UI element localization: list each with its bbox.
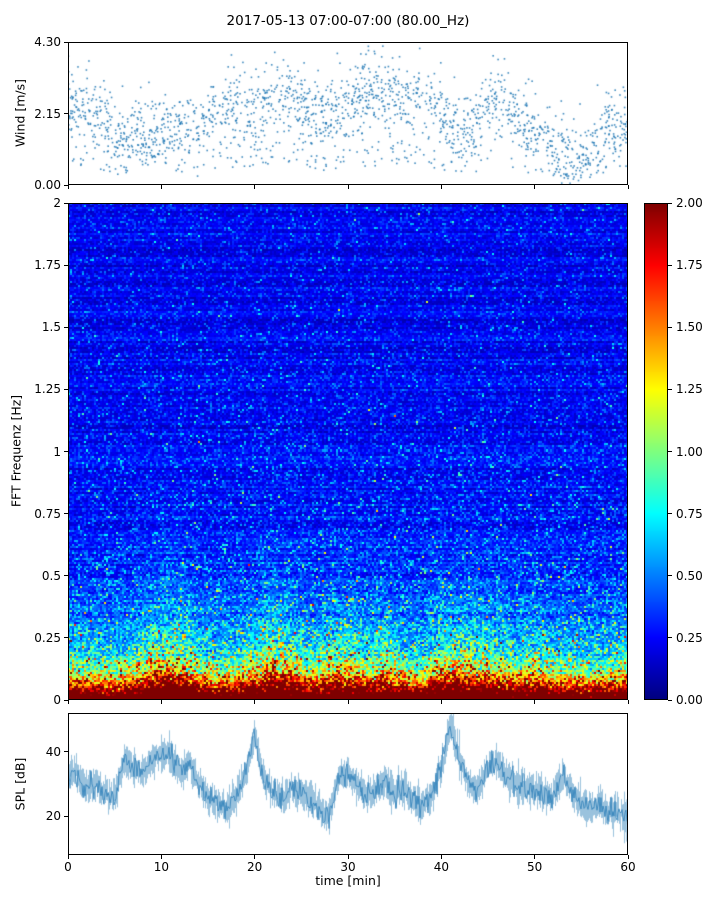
spectrogram-ytick-label: 1.25	[34, 382, 61, 397]
colorbar-tick-mark	[668, 699, 672, 701]
spectrogram-xtick-mark	[160, 700, 162, 704]
wind-xtick-mark	[347, 185, 349, 189]
colorbar-tick-label: 0.75	[676, 506, 703, 521]
colorbar-tick-label: 0.50	[676, 568, 703, 583]
spectrogram-ytick-label: 0.25	[34, 630, 61, 645]
wind-ytick-label: 0.00	[34, 178, 61, 192]
x-tick-label: 60	[620, 860, 636, 874]
spl-ytick-label: 20	[45, 809, 61, 824]
spectrogram-canvas	[68, 203, 628, 700]
spl-xtick-mark	[440, 855, 442, 859]
spl-xtick-mark	[347, 855, 349, 859]
spectrogram-ytick-mark	[64, 575, 68, 577]
spectrogram-ytick-mark	[64, 388, 68, 390]
wind-ytick-mark	[64, 184, 68, 186]
wind-ytick-label: 4.30	[34, 35, 61, 49]
spectrogram-ytick-mark	[64, 202, 68, 204]
colorbar-canvas	[644, 203, 668, 700]
x-axis-label: time [min]	[315, 873, 381, 888]
colorbar-tick-mark	[668, 575, 672, 577]
wind-xtick-mark	[440, 185, 442, 189]
colorbar-tick-label: 0.00	[676, 693, 703, 707]
spl-ylabel: SPL [dB]	[12, 757, 28, 811]
colorbar-tick-label: 2.00	[676, 196, 703, 210]
wind-ytick-label: 2.15	[34, 106, 61, 121]
x-tick-label: 10	[153, 860, 169, 874]
spectrogram-ytick-mark	[64, 513, 68, 515]
spl-xtick-mark	[67, 855, 69, 859]
spectrogram-xtick-mark	[67, 700, 69, 704]
spl-ytick-label: 40	[45, 744, 61, 759]
spectrogram-xtick-mark	[627, 700, 629, 704]
colorbar-tick-mark	[668, 326, 672, 328]
wind-xtick-mark	[627, 185, 629, 189]
spectrogram-xtick-mark	[347, 700, 349, 704]
spl-ytick-mark	[64, 815, 68, 817]
spectrogram-ylabel: FFT Frequenz [Hz]	[8, 394, 24, 508]
x-tick-label: 0	[64, 860, 72, 874]
spectrogram-ytick-label: 0	[53, 693, 61, 707]
colorbar-tick-mark	[668, 388, 672, 390]
spl-xtick-mark	[627, 855, 629, 859]
spectrogram-ytick-label: 1.75	[34, 258, 61, 273]
spectrogram-ytick-label: 0.5	[41, 568, 61, 583]
spectrogram-ytick-label: 1	[53, 444, 61, 459]
spectrogram-ytick-mark	[64, 637, 68, 639]
spl-xtick-mark	[160, 855, 162, 859]
colorbar-tick-mark	[668, 637, 672, 639]
spectrogram-xtick-mark	[440, 700, 442, 704]
colorbar-tick-mark	[668, 202, 672, 204]
colorbar-tick-label: 0.25	[676, 630, 703, 645]
wind-xtick-mark	[254, 185, 256, 189]
wind-ytick-mark	[64, 41, 68, 43]
spectrogram-ytick-mark	[64, 451, 68, 452]
spectrogram-ytick-mark	[64, 264, 68, 266]
spectrogram-ytick-label: 0.75	[34, 506, 61, 521]
colorbar-tick-label: 1.25	[676, 382, 703, 397]
spl-ytick-mark	[64, 751, 68, 753]
x-tick-label: 20	[247, 860, 263, 874]
spectrogram-ytick-label: 1.5	[41, 320, 61, 335]
x-tick-label: 50	[527, 860, 543, 874]
wind-xtick-mark	[67, 185, 69, 189]
figure-title: 2017-05-13 07:00-07:00 (80.00_Hz)	[226, 13, 470, 29]
spl-line-canvas	[68, 713, 628, 855]
x-tick-label: 40	[433, 860, 449, 874]
spl-xtick-mark	[254, 855, 256, 859]
colorbar-tick-mark	[668, 451, 672, 452]
colorbar-tick-mark	[668, 264, 672, 266]
spectrogram-xtick-mark	[534, 700, 536, 704]
wind-ylabel: Wind [m/s]	[12, 78, 28, 148]
wind-ytick-mark	[64, 113, 68, 114]
wind-xtick-mark	[534, 185, 536, 189]
x-tick-label: 30	[340, 860, 356, 874]
spectrogram-xtick-mark	[254, 700, 256, 704]
spectrogram-ytick-mark	[64, 699, 68, 701]
spectrogram-ytick-label: 2	[53, 196, 61, 210]
spectrogram-ytick-mark	[64, 326, 68, 328]
colorbar-tick-label: 1.50	[676, 320, 703, 335]
wind-xtick-mark	[160, 185, 162, 189]
colorbar-tick-label: 1.75	[676, 258, 703, 273]
colorbar-tick-mark	[668, 513, 672, 515]
spl-xtick-mark	[534, 855, 536, 859]
colorbar-tick-label: 1.00	[676, 444, 703, 459]
wind-scatter-canvas	[68, 42, 628, 185]
